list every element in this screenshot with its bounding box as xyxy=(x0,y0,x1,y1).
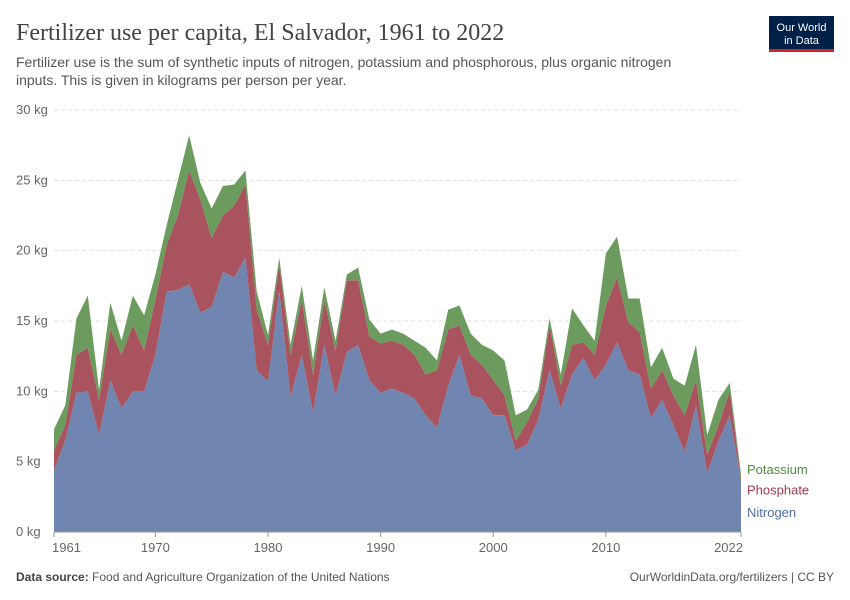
x-tick-label: 1970 xyxy=(141,540,170,555)
y-tick-label: 20 kg xyxy=(16,243,48,258)
area-potassium xyxy=(54,135,741,479)
chart-title: Fertilizer use per capita, El Salvador, … xyxy=(16,20,504,46)
logo[interactable]: Our World in Data xyxy=(769,16,834,52)
subtitle: inputs. This is given in kilograms per p… xyxy=(16,72,346,88)
y-tick-label: 10 kg xyxy=(16,383,48,398)
source: Food and Agriculture Organization of the… xyxy=(92,570,390,584)
y-tick-label: 0 kg xyxy=(16,524,41,539)
x-tick-label: 2022 xyxy=(714,540,743,555)
subtitle: Fertilizer use is the sum of synthetic i… xyxy=(16,54,671,70)
y-tick-label: 25 kg xyxy=(16,172,48,187)
x-tick-label: 1990 xyxy=(366,540,395,555)
x-tick-label: 2010 xyxy=(591,540,620,555)
legend-label: Phosphate xyxy=(747,483,809,498)
plot-area: 0 kg 5 kg 10 kg 15 kg 20 kg 25 kg 30 kg Nitroge… xyxy=(16,102,809,555)
y-tick-label: 5 kg xyxy=(16,454,41,469)
legend-label: Potassium xyxy=(747,462,808,477)
area-phosphate xyxy=(54,170,741,482)
logo-text: in Data xyxy=(784,35,820,47)
logo-bar xyxy=(769,49,834,52)
logo-text: Our World xyxy=(777,22,827,34)
source-label: Data source: xyxy=(16,570,89,584)
x-tick-label: 2000 xyxy=(479,540,508,555)
logo-box xyxy=(769,16,834,52)
footer-credit[interactable]: OurWorldinData.org/fertilizers | CC BY xyxy=(630,570,834,584)
y-tick-label: 30 kg xyxy=(16,102,48,117)
x-tick-label: 1961 xyxy=(52,540,81,555)
legend-label: Nitrogen xyxy=(747,505,796,520)
footer-source: Data source: Food and Agriculture Organi… xyxy=(16,570,390,584)
x-tick-label: 1980 xyxy=(254,540,283,555)
area-nitrogen xyxy=(54,257,741,532)
y-tick-label: 15 kg xyxy=(16,313,48,328)
